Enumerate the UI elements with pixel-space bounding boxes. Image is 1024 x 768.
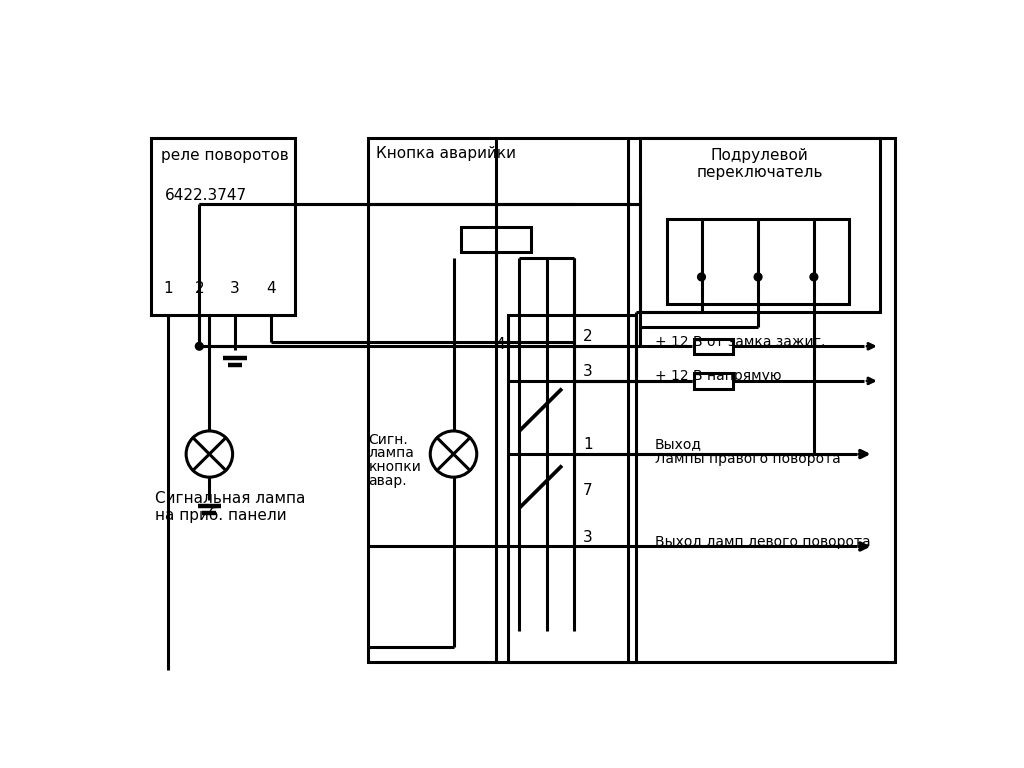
Text: 3: 3 bbox=[230, 281, 240, 296]
Text: Сигнальная лампа: Сигнальная лампа bbox=[155, 491, 305, 506]
Text: 3: 3 bbox=[583, 529, 593, 545]
Bar bbox=[693, 373, 732, 389]
Bar bbox=[693, 339, 732, 354]
Text: 4: 4 bbox=[266, 281, 276, 296]
Bar bbox=[508, 316, 636, 662]
Text: Выход: Выход bbox=[655, 437, 702, 451]
Text: 1: 1 bbox=[583, 437, 593, 452]
Circle shape bbox=[697, 273, 706, 281]
Bar bbox=[640, 138, 880, 312]
Text: 6422.3747: 6422.3747 bbox=[165, 188, 248, 204]
Circle shape bbox=[810, 273, 818, 281]
Circle shape bbox=[196, 343, 203, 350]
Text: Подрулевой: Подрулевой bbox=[711, 147, 809, 163]
Text: 2: 2 bbox=[195, 281, 204, 296]
Text: 2: 2 bbox=[583, 329, 593, 344]
Circle shape bbox=[755, 273, 762, 281]
Text: Сигн.: Сигн. bbox=[369, 432, 408, 446]
Text: реле поворотов: реле поворотов bbox=[161, 147, 289, 163]
Text: Выход ламп левого поворота: Выход ламп левого поворота bbox=[655, 535, 870, 549]
Text: на приб. панели: на приб. панели bbox=[155, 506, 287, 522]
Text: 4: 4 bbox=[496, 337, 505, 352]
Circle shape bbox=[186, 431, 232, 477]
Text: 3: 3 bbox=[583, 364, 593, 379]
Bar bbox=[152, 138, 295, 316]
Circle shape bbox=[569, 377, 578, 385]
Circle shape bbox=[569, 542, 579, 551]
Text: + 12 В напрямую: + 12 В напрямую bbox=[655, 369, 781, 383]
Bar bbox=[461, 227, 531, 252]
Text: лампа: лампа bbox=[369, 446, 414, 460]
Circle shape bbox=[569, 449, 579, 458]
Circle shape bbox=[430, 431, 477, 477]
Text: переключатель: переключатель bbox=[696, 165, 823, 180]
Circle shape bbox=[569, 343, 578, 350]
Bar bbox=[667, 219, 849, 304]
Text: 7: 7 bbox=[583, 483, 593, 498]
Text: Кнопка аварийки: Кнопка аварийки bbox=[376, 146, 516, 161]
Text: + 12 В от замка зажиг.: + 12 В от замка зажиг. bbox=[655, 335, 825, 349]
Text: Лампы правого поворота: Лампы правого поворота bbox=[655, 452, 841, 465]
Text: авар.: авар. bbox=[369, 474, 407, 488]
Text: кнопки: кнопки bbox=[369, 460, 421, 474]
Bar bbox=[369, 138, 895, 662]
Text: 1: 1 bbox=[164, 281, 173, 296]
